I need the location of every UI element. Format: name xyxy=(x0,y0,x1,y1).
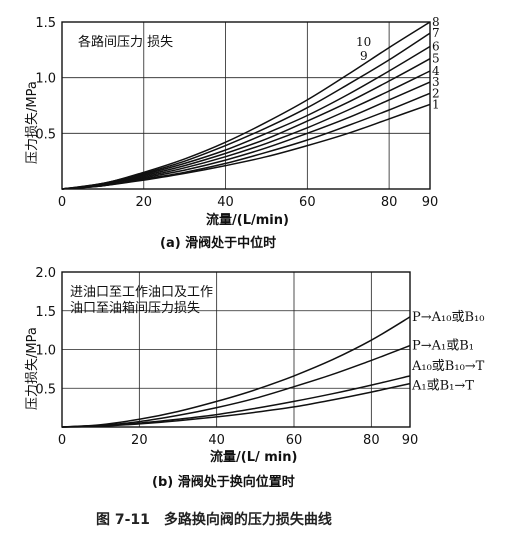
b-series-3 xyxy=(61,375,411,428)
chart-b-x-axis-label: 流量/(L/ min) xyxy=(210,449,297,465)
b-series-label-3: A₁₀或B₁₀→T xyxy=(411,359,485,374)
a-series-8 xyxy=(61,21,431,190)
chart-b-series-labels: P→A₁₀或B₁₀ P→A₁或B₁ A₁₀或B₁₀→T A₁或B₁→T xyxy=(411,310,485,394)
b-y-tick-1.0: 1.0 xyxy=(35,344,56,359)
figure-caption: 图 7-11 多路换向阀的压力损失曲线 xyxy=(96,511,332,528)
chart-a-title: 各路间压力 损失 xyxy=(78,34,173,50)
a-curve-label-2: 2 xyxy=(432,86,440,100)
a-x-tick-40: 40 xyxy=(217,195,234,210)
b-y-tick-0.5: 0.5 xyxy=(35,382,56,397)
b-series-label-2: P→A₁或B₁ xyxy=(412,339,474,354)
chart-b-title-line-2: 油口至油箱间压力损失 xyxy=(70,300,200,316)
a-x-tick-0: 0 xyxy=(58,195,66,210)
b-x-tick-20: 20 xyxy=(131,433,148,448)
a-x-tick-90: 90 xyxy=(422,195,439,210)
b-x-tick-80: 80 xyxy=(363,433,380,448)
b-x-tick-60: 60 xyxy=(286,433,303,448)
chart-a-plot-frame xyxy=(61,21,431,190)
a-x-tick-20: 20 xyxy=(136,195,153,210)
chart-a-inner-label-9: 9 xyxy=(360,49,368,63)
b-x-tick-90: 90 xyxy=(402,433,419,448)
a-curve-label-5: 5 xyxy=(432,52,440,66)
a-y-tick-1.0: 1.0 xyxy=(35,72,56,87)
chart-a-x-ticks: 0 20 40 60 80 90 xyxy=(58,195,438,210)
chart-b-x-ticks: 0 20 40 60 80 90 xyxy=(58,433,418,448)
chart-b-y-ticks: 0.5 1.0 1.5 2.0 xyxy=(35,266,56,397)
b-series-4 xyxy=(61,382,411,428)
chart-a-curves xyxy=(61,21,431,190)
a-curve-label-3: 3 xyxy=(432,75,440,89)
chart-b-title-line-1: 进油口至工作油口及工作 xyxy=(70,285,213,300)
a-series-6 xyxy=(61,45,431,190)
chart-b-curves xyxy=(61,316,411,428)
b-y-tick-1.5: 1.5 xyxy=(35,305,56,320)
b-series-label-4: A₁或B₁→T xyxy=(411,379,474,394)
a-series-3 xyxy=(61,81,431,190)
chart-a-caption: (a) 滑阀处于中位时 xyxy=(160,235,276,251)
b-series-label-1: P→A₁₀或B₁₀ xyxy=(412,310,484,325)
a-curve-label-8: 8 xyxy=(432,15,440,29)
a-x-tick-80: 80 xyxy=(381,195,398,210)
chart-a-x-axis-label: 流量/(L/min) xyxy=(206,212,289,228)
chart-b-y-axis-label: 压力损失/MPa xyxy=(25,327,40,410)
chart-b-caption: (b) 滑阀处于换向位置时 xyxy=(152,474,295,490)
a-x-tick-60: 60 xyxy=(299,195,316,210)
chart-b-plot-frame xyxy=(61,271,411,428)
b-x-tick-40: 40 xyxy=(208,433,225,448)
a-y-tick-0.5: 0.5 xyxy=(35,127,56,142)
a-y-tick-1.5: 1.5 xyxy=(35,16,56,31)
chart-a-y-axis-label: 压力损失/MPa xyxy=(25,81,40,164)
chart-b-reversing-position: 0.5 1.0 1.5 2.0 0 20 40 60 80 90 进油口至工作油口及工作 油口至… xyxy=(25,266,485,490)
chart-a-y-ticks: 0.5 1.0 1.5 xyxy=(35,16,56,142)
b-y-tick-2.0: 2.0 xyxy=(35,266,56,281)
chart-a-inner-label-10: 10 xyxy=(356,35,371,49)
b-x-tick-0: 0 xyxy=(58,433,66,448)
a-curve-label-4: 4 xyxy=(432,64,440,78)
b-series-1 xyxy=(61,316,411,428)
a-curve-label-1: 1 xyxy=(432,97,440,111)
a-curve-label-7: 7 xyxy=(432,26,440,40)
a-curve-label-6: 6 xyxy=(432,39,440,53)
